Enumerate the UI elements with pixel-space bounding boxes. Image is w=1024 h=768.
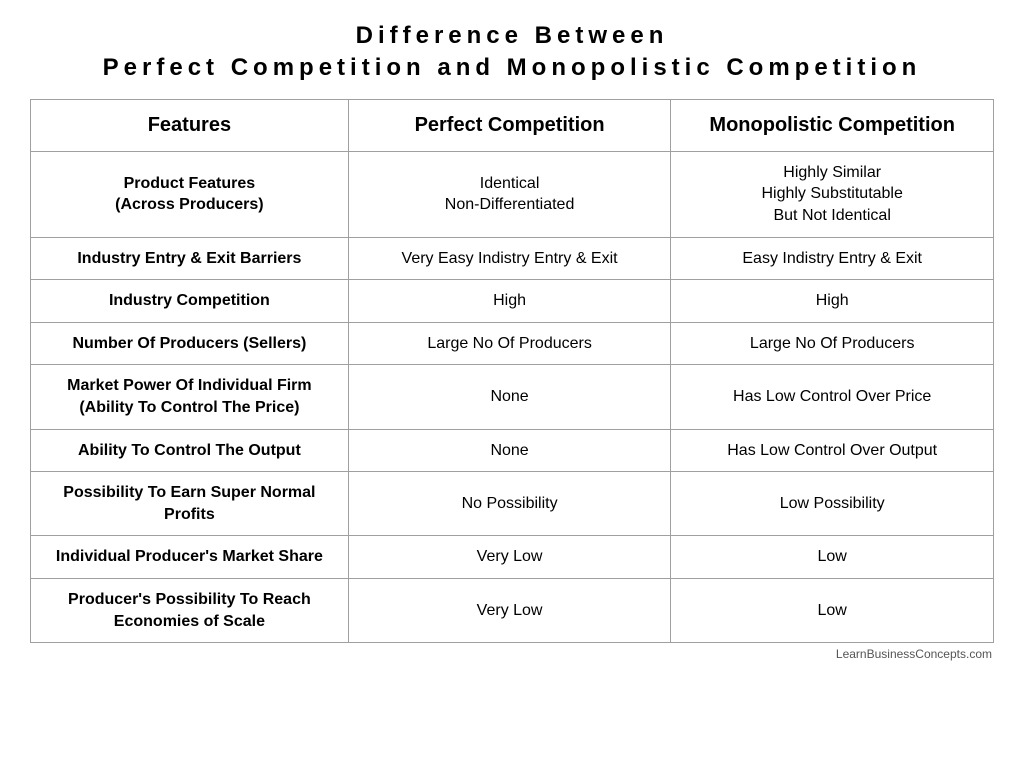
table-row: Market Power Of Individual Firm(Ability …: [31, 365, 994, 429]
table-row: Individual Producer's Market Share Very …: [31, 536, 994, 579]
col-header-monopolistic: Monopolistic Competition: [671, 99, 994, 151]
feature-cell: Possibility To Earn Super Normal Profits: [31, 472, 349, 536]
perfect-cell: High: [348, 280, 671, 323]
table-row: Product Features(Across Producers) Ident…: [31, 151, 994, 237]
feature-cell: Industry Entry & Exit Barriers: [31, 237, 349, 280]
perfect-cell: Large No Of Producers: [348, 322, 671, 365]
attribution-text: LearnBusinessConcepts.com: [30, 647, 994, 661]
monopolistic-cell: Low Possibility: [671, 472, 994, 536]
col-header-perfect: Perfect Competition: [348, 99, 671, 151]
monopolistic-cell: Has Low Control Over Price: [671, 365, 994, 429]
page-title: Difference Between Perfect Competition a…: [30, 20, 994, 85]
title-line-2: Perfect Competition and Monopolistic Com…: [103, 54, 922, 81]
table-row: Industry Competition High High: [31, 280, 994, 323]
table-row: Industry Entry & Exit Barriers Very Easy…: [31, 237, 994, 280]
table-row: Possibility To Earn Super Normal Profits…: [31, 472, 994, 536]
feature-cell: Market Power Of Individual Firm(Ability …: [31, 365, 349, 429]
feature-cell: Industry Competition: [31, 280, 349, 323]
perfect-cell: No Possibility: [348, 472, 671, 536]
col-header-features: Features: [31, 99, 349, 151]
monopolistic-cell: Highly SimilarHighly SubstitutableBut No…: [671, 151, 994, 237]
table-header-row: Features Perfect Competition Monopolisti…: [31, 99, 994, 151]
perfect-cell: Very Easy Indistry Entry & Exit: [348, 237, 671, 280]
perfect-cell: Very Low: [348, 578, 671, 642]
monopolistic-cell: Has Low Control Over Output: [671, 429, 994, 472]
feature-cell: Ability To Control The Output: [31, 429, 349, 472]
monopolistic-cell: Large No Of Producers: [671, 322, 994, 365]
feature-cell: Number Of Producers (Sellers): [31, 322, 349, 365]
table-row: Ability To Control The Output None Has L…: [31, 429, 994, 472]
table-body: Product Features(Across Producers) Ident…: [31, 151, 994, 642]
comparison-table: Features Perfect Competition Monopolisti…: [30, 99, 994, 643]
feature-cell: Product Features(Across Producers): [31, 151, 349, 237]
monopolistic-cell: Low: [671, 578, 994, 642]
perfect-cell: None: [348, 365, 671, 429]
monopolistic-cell: Easy Indistry Entry & Exit: [671, 237, 994, 280]
perfect-cell: Very Low: [348, 536, 671, 579]
table-row: Producer's Possibility To Reach Economie…: [31, 578, 994, 642]
feature-cell: Individual Producer's Market Share: [31, 536, 349, 579]
perfect-cell: IdenticalNon-Differentiated: [348, 151, 671, 237]
feature-cell: Producer's Possibility To Reach Economie…: [31, 578, 349, 642]
title-line-1: Difference Between: [356, 22, 669, 49]
monopolistic-cell: Low: [671, 536, 994, 579]
table-row: Number Of Producers (Sellers) Large No O…: [31, 322, 994, 365]
monopolistic-cell: High: [671, 280, 994, 323]
perfect-cell: None: [348, 429, 671, 472]
